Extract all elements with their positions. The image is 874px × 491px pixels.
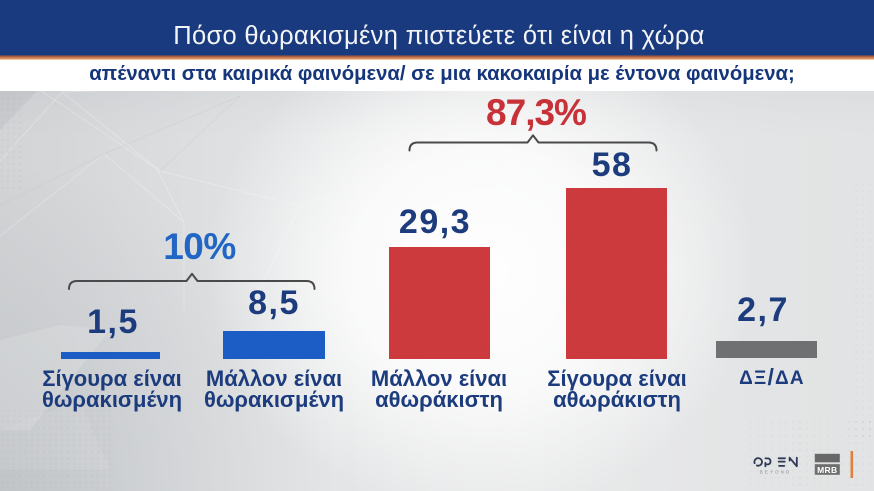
svg-text:BEYOND: BEYOND xyxy=(760,469,792,474)
svg-text:MRB: MRB xyxy=(817,465,837,475)
